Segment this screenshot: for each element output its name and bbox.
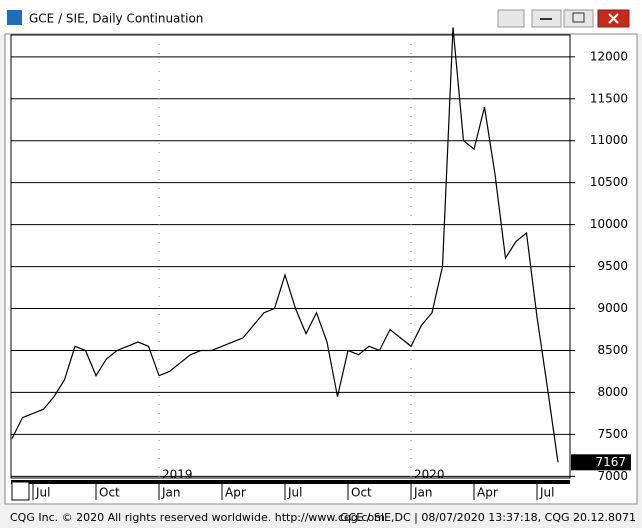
x-tick-label: Oct — [351, 486, 372, 500]
footer-right: GCE / SIE,DC | 08/07/2020 13:37:18, CQG … — [340, 511, 636, 524]
x-tick-label: Jan — [413, 486, 433, 500]
x-tick-label: Apr — [225, 486, 246, 500]
y-tick-label: 8000 — [597, 385, 628, 399]
x-tick-label: Apr — [477, 486, 498, 500]
scroll-box[interactable] — [11, 481, 30, 501]
y-tick-label: 10500 — [590, 175, 628, 189]
x-tick-label: Jan — [161, 486, 181, 500]
y-tick-label: 12000 — [590, 49, 628, 63]
time-strip-segment — [349, 481, 369, 484]
y-tick-label: 11000 — [590, 133, 628, 147]
time-strip-segment — [538, 481, 558, 484]
y-tick-label: 7000 — [597, 469, 628, 483]
y-tick-label: 9500 — [597, 259, 628, 273]
last-value-box — [571, 454, 631, 471]
y-tick-label: 7500 — [597, 427, 628, 441]
y-tick-label: 8500 — [597, 343, 628, 357]
y-tick-label: 9000 — [597, 301, 628, 315]
time-strip-segment — [160, 481, 180, 484]
footer-left: CQG Inc. © 2020 All rights reserved worl… — [10, 511, 385, 524]
time-strip-segment — [412, 481, 432, 484]
link-button[interactable] — [497, 9, 525, 28]
y-tick-label: 11500 — [590, 91, 628, 105]
maximize-button[interactable] — [563, 9, 594, 28]
x-tick-label: Jul — [287, 486, 302, 500]
price-line — [11, 27, 559, 463]
x-tick-label: Oct — [99, 486, 120, 500]
minimize-icon — [540, 18, 552, 20]
year-label: 2019 — [162, 468, 193, 482]
time-strip-segment — [286, 481, 306, 484]
window-title: GCE / SIE, Daily Continuation — [29, 12, 203, 26]
close-icon — [608, 13, 619, 24]
time-strip-segment — [475, 481, 495, 484]
time-strip-segment — [223, 481, 243, 484]
x-tick-label: Jul — [35, 486, 50, 500]
y-tick-label: 10000 — [590, 217, 628, 231]
maximize-icon — [572, 12, 585, 23]
x-tick-label: Jul — [539, 486, 554, 500]
app-icon — [7, 10, 22, 25]
last-value-label: 7167 — [595, 455, 626, 469]
year-label: 2020 — [414, 468, 445, 482]
time-strip-segment — [97, 481, 117, 484]
chart-area — [4, 33, 638, 505]
time-strip-segment — [34, 481, 54, 484]
plot-frame — [10, 34, 571, 479]
